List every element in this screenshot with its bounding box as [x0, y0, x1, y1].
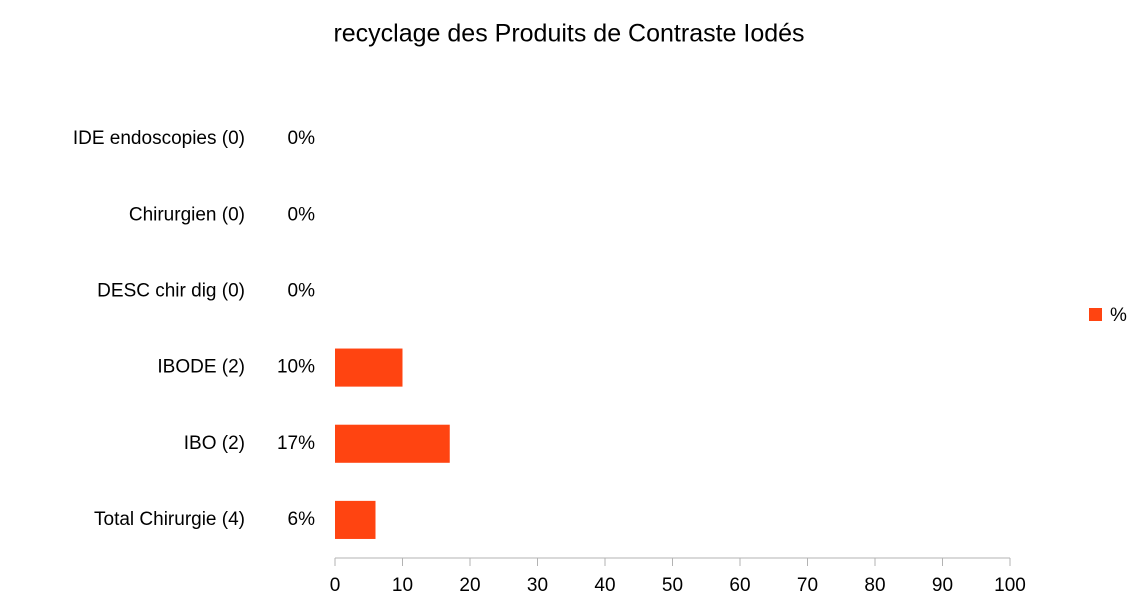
value-label: 6%: [288, 509, 316, 530]
y-tick-label: IDE endoscopies (0): [73, 128, 245, 149]
x-tick-label: 20: [459, 575, 480, 596]
bar: [335, 500, 376, 539]
x-tick-label: 50: [662, 575, 683, 596]
value-label: 17%: [277, 433, 315, 454]
x-tick-label: 10: [392, 575, 413, 596]
x-tick-label: 60: [729, 575, 750, 596]
x-tick-label: 100: [994, 575, 1026, 596]
x-tick-label: 90: [932, 575, 953, 596]
value-label: 0%: [288, 204, 316, 225]
x-tick-label: 70: [797, 575, 818, 596]
value-label: 0%: [288, 128, 316, 149]
x-tick-label: 0: [330, 575, 341, 596]
bar: [335, 348, 403, 387]
chart-title: recyclage des Produits de Contraste Iodé…: [333, 20, 804, 48]
y-tick-label: Total Chirurgie (4): [94, 509, 245, 530]
value-label: 10%: [277, 357, 315, 378]
x-tick-label: 80: [864, 575, 885, 596]
legend-swatch: [1089, 308, 1102, 321]
bar: [335, 424, 450, 463]
value-label: 0%: [288, 280, 316, 301]
x-tick-label: 30: [527, 575, 548, 596]
y-tick-label: IBODE (2): [157, 357, 245, 378]
x-tick-label: 40: [594, 575, 615, 596]
y-tick-label: IBO (2): [184, 433, 245, 454]
y-tick-label: Chirurgien (0): [129, 204, 245, 225]
y-tick-label: DESC chir dig (0): [97, 280, 245, 301]
legend-label: %: [1110, 305, 1127, 326]
